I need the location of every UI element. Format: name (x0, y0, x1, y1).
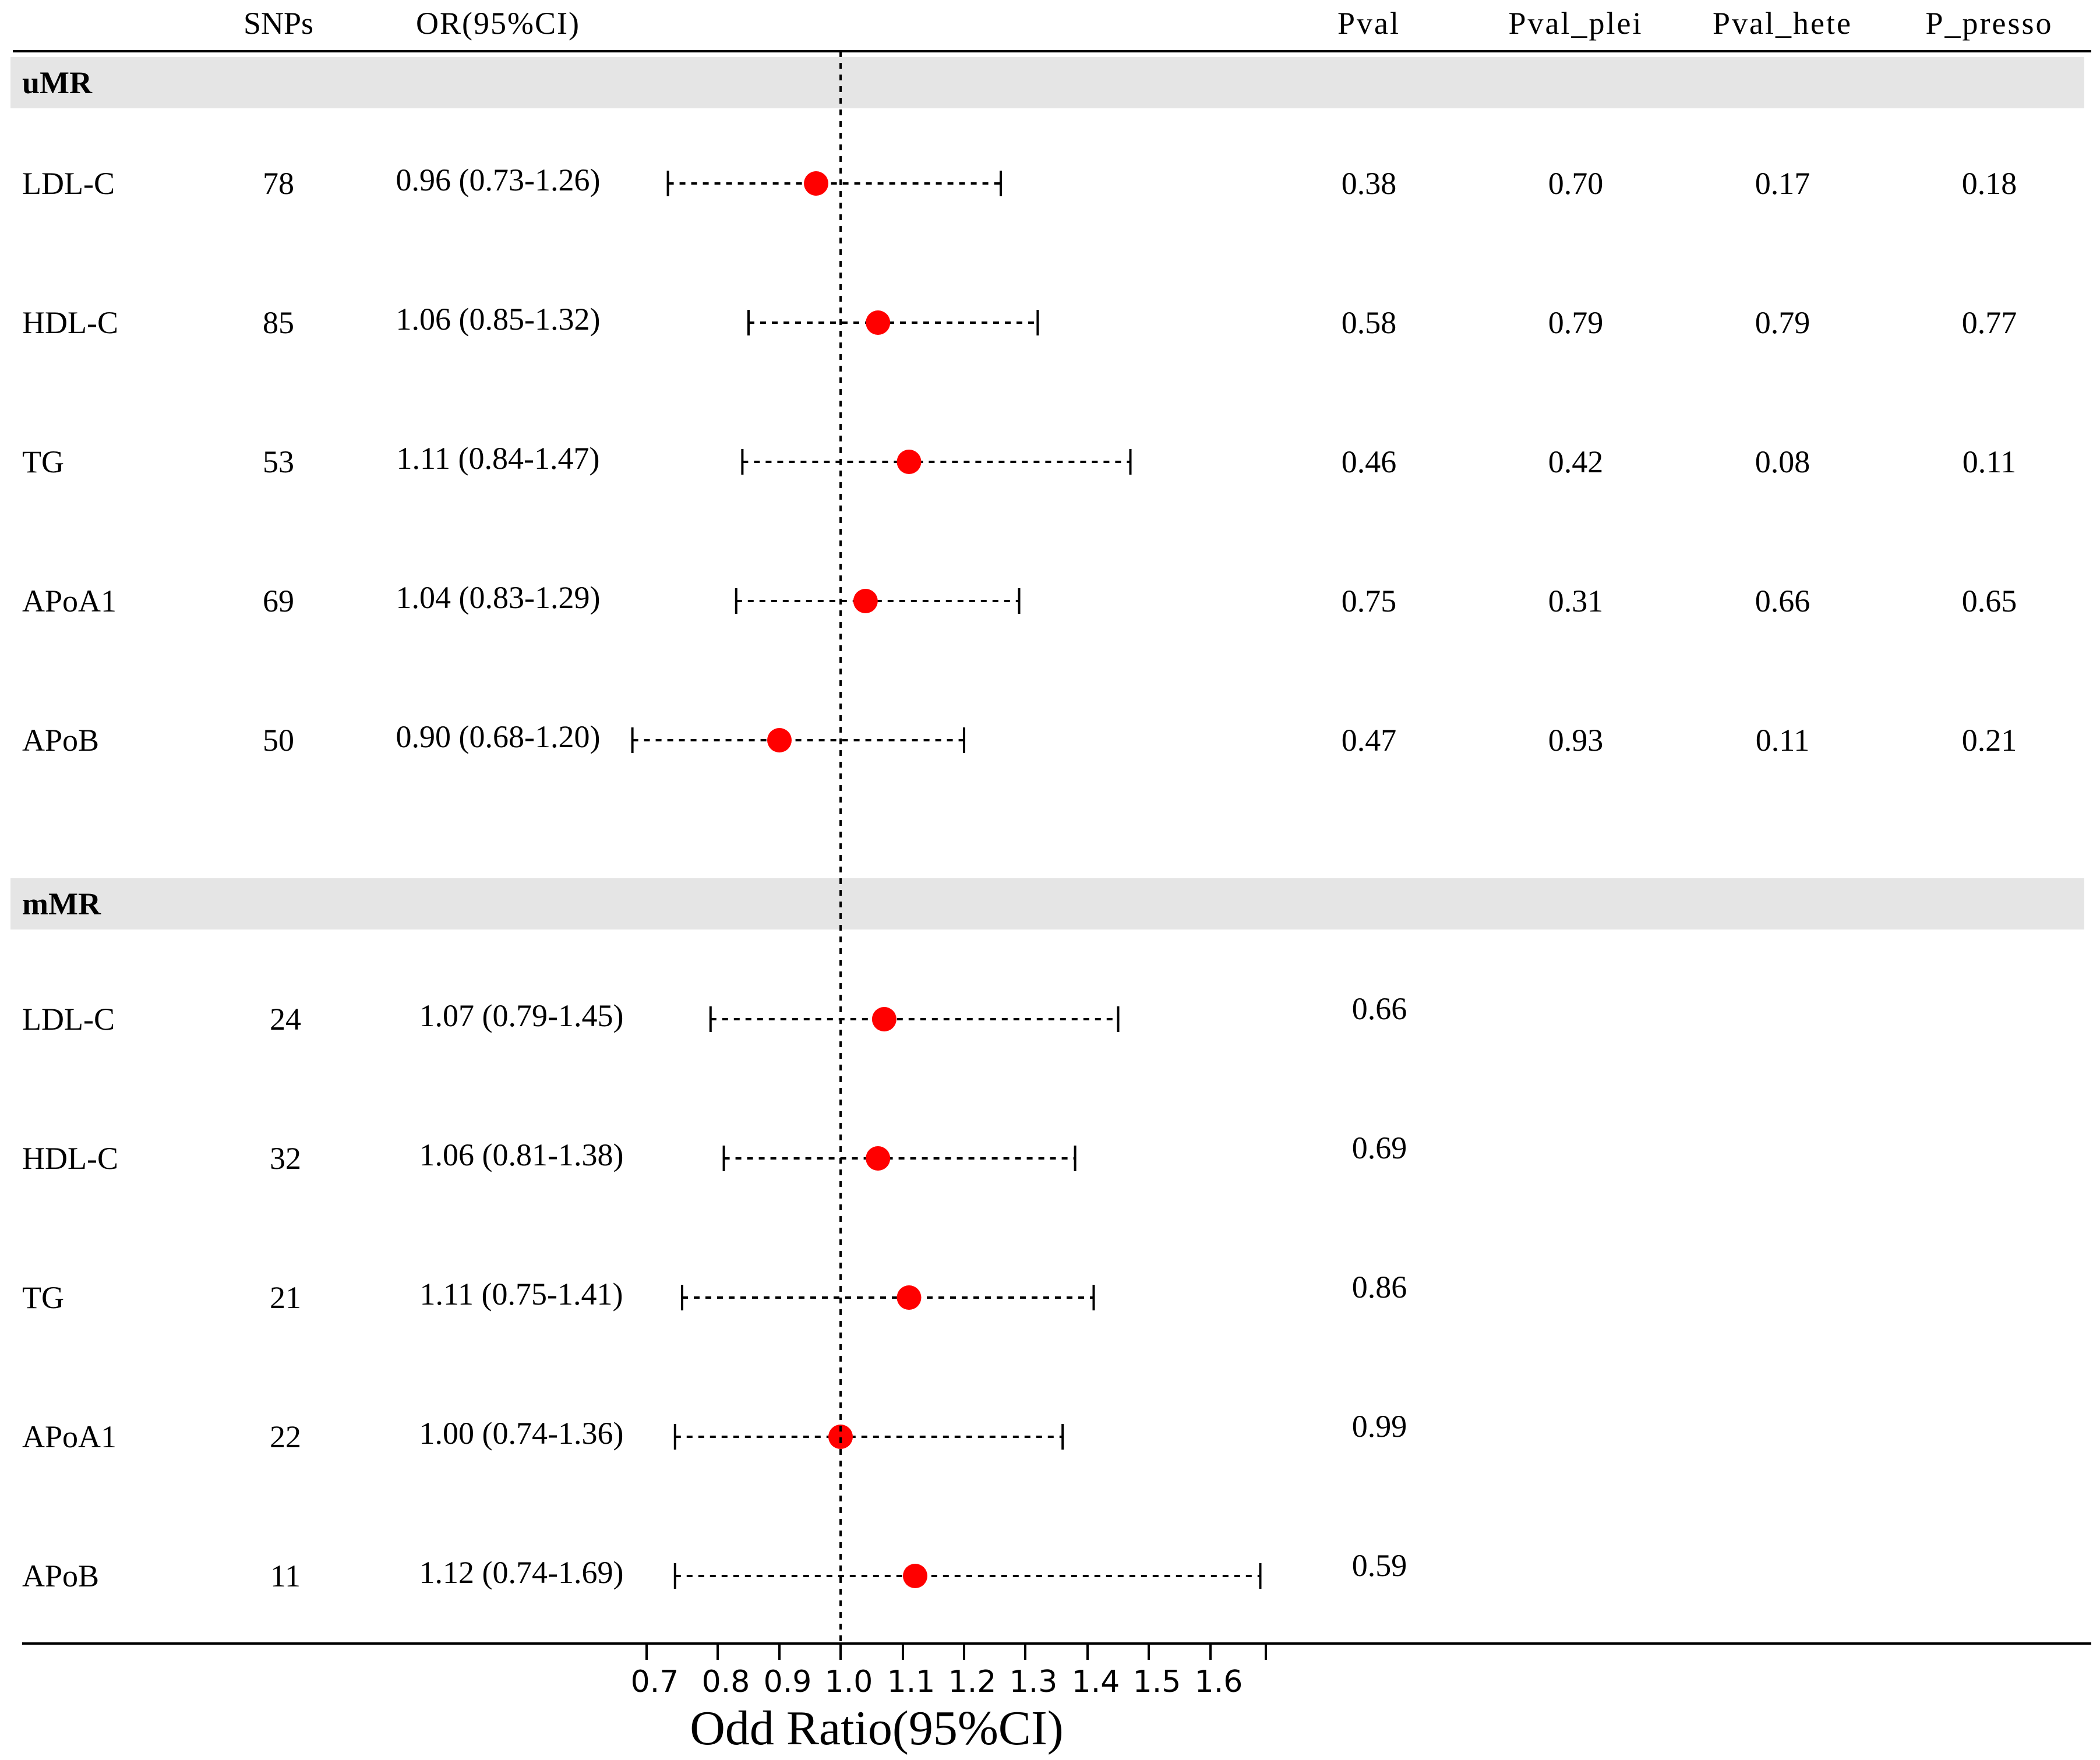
row-label-uMR-APoA1: APoA1 (22, 584, 117, 619)
header-p-presso: P_presso (1925, 6, 2053, 41)
row-pval-plei-uMR-APoB: 0.93 (1548, 723, 1604, 758)
row-snps-uMR-APoB: 50 (263, 723, 294, 758)
point-uMR-HDL-C (866, 310, 891, 335)
row-pval-uMR-TG: 0.46 (1342, 444, 1397, 479)
point-uMR-TG (897, 450, 922, 474)
point-uMR-APoB (767, 728, 792, 752)
row-pval-uMR-LDL-C: 0.38 (1342, 166, 1397, 201)
row-snps-uMR-APoA1: 69 (263, 584, 294, 619)
x-tick-label-0.8: 0.8 (702, 1664, 750, 1699)
row-pval-hete-uMR-APoA1: 0.66 (1755, 584, 1810, 619)
row-label-mMR-LDL-C: LDL-C (22, 1002, 115, 1037)
point-uMR-APoA1 (853, 589, 878, 613)
row-or-text-mMR-TG: 1.11 (0.75-1.41) (420, 1277, 623, 1312)
point-mMR-HDL-C (866, 1146, 891, 1171)
row-pval-hete-uMR-TG: 0.08 (1755, 444, 1810, 479)
row-or-text-mMR-APoB: 1.12 (0.74-1.69) (419, 1555, 624, 1590)
row-or-text-uMR-APoB: 0.90 (0.68-1.20) (396, 719, 601, 754)
row-snps-mMR-APoB: 11 (270, 1558, 301, 1593)
row-pval-hete-uMR-APoB: 0.11 (1756, 723, 1810, 758)
x-tick-label-1.4: 1.4 (1072, 1664, 1120, 1699)
row-p-presso-uMR-HDL-C: 0.77 (1962, 305, 2017, 340)
row-pval-hete-uMR-LDL-C: 0.17 (1755, 166, 1810, 201)
x-tick-label-1.2: 1.2 (948, 1664, 997, 1699)
row-or-text-mMR-HDL-C: 1.06 (0.81-1.38) (419, 1137, 624, 1172)
group-band-mMR (10, 878, 2084, 930)
x-tick-label-0.9: 0.9 (764, 1664, 812, 1699)
group-band-uMR (10, 57, 2084, 108)
row-or-text-uMR-TG: 1.11 (0.84-1.47) (397, 441, 600, 476)
row-snps-mMR-HDL-C: 32 (270, 1141, 301, 1176)
header-snps: SNPs (243, 6, 313, 41)
point-mMR-LDL-C (871, 1007, 897, 1031)
row-pval-mMR-HDL-C: 0.69 (1352, 1130, 1407, 1165)
row-pval-plei-uMR-TG: 0.42 (1548, 444, 1604, 479)
row-or-text-mMR-LDL-C: 1.07 (0.79-1.45) (419, 998, 624, 1033)
row-or-text-mMR-APoA1: 1.00 (0.74-1.36) (419, 1416, 624, 1451)
row-p-presso-uMR-LDL-C: 0.18 (1962, 166, 2017, 201)
x-tick-label-1.5: 1.5 (1133, 1664, 1181, 1699)
row-pval-uMR-APoB: 0.47 (1342, 723, 1397, 758)
row-label-mMR-APoA1: APoA1 (22, 1419, 117, 1454)
x-tick-label-1.1: 1.1 (887, 1664, 936, 1699)
x-tick-label-1.0: 1.0 (825, 1664, 873, 1699)
row-p-presso-uMR-TG: 0.11 (1963, 444, 2017, 479)
row-label-uMR-HDL-C: HDL-C (22, 305, 118, 340)
row-pval-uMR-HDL-C: 0.58 (1342, 305, 1397, 340)
row-p-presso-uMR-APoA1: 0.65 (1962, 584, 2017, 619)
row-pval-mMR-APoA1: 0.99 (1352, 1409, 1407, 1444)
row-snps-uMR-HDL-C: 85 (263, 305, 294, 340)
row-label-uMR-TG: TG (22, 444, 64, 479)
row-snps-uMR-LDL-C: 78 (263, 166, 294, 201)
row-snps-mMR-APoA1: 22 (270, 1419, 301, 1454)
row-snps-uMR-TG: 53 (263, 444, 294, 479)
point-mMR-APoA1 (828, 1425, 853, 1449)
header-pval: Pval (1337, 6, 1400, 41)
row-pval-mMR-LDL-C: 0.66 (1352, 991, 1407, 1026)
x-tick-label-0.7: 0.7 (631, 1664, 679, 1699)
row-pval-hete-uMR-HDL-C: 0.79 (1755, 305, 1810, 340)
row-pval-mMR-TG: 0.86 (1352, 1270, 1407, 1305)
row-pval-uMR-APoA1: 0.75 (1342, 584, 1397, 619)
row-pval-plei-uMR-LDL-C: 0.70 (1548, 166, 1604, 201)
row-label-mMR-APoB: APoB (22, 1558, 99, 1593)
x-tick-label-1.6: 1.6 (1195, 1664, 1243, 1699)
row-label-mMR-TG: TG (22, 1280, 64, 1315)
row-pval-plei-uMR-HDL-C: 0.79 (1548, 305, 1604, 340)
header-pval-plei: Pval_plei (1509, 6, 1643, 41)
row-label-mMR-HDL-C: HDL-C (22, 1141, 118, 1176)
x-axis-title: Odd Ratio(95%CI) (690, 1701, 1064, 1755)
row-pval-plei-uMR-APoA1: 0.31 (1548, 584, 1604, 619)
row-label-uMR-LDL-C: LDL-C (22, 166, 115, 201)
row-or-text-uMR-LDL-C: 0.96 (0.73-1.26) (396, 162, 601, 197)
group-label-mMR: mMR (22, 886, 101, 921)
row-pval-mMR-APoB: 0.59 (1352, 1548, 1407, 1583)
row-or-text-uMR-APoA1: 1.04 (0.83-1.29) (396, 580, 601, 615)
header-pval-hete: Pval_hete (1713, 6, 1852, 41)
row-label-uMR-APoB: APoB (22, 723, 99, 758)
point-mMR-TG (897, 1285, 922, 1310)
row-p-presso-uMR-APoB: 0.21 (1962, 723, 2017, 758)
header-or-ci: OR(95%CI) (416, 6, 580, 41)
row-or-text-uMR-HDL-C: 1.06 (0.85-1.32) (396, 302, 601, 337)
x-tick-label-1.3: 1.3 (1010, 1664, 1058, 1699)
group-label-uMR: uMR (22, 65, 93, 100)
row-snps-mMR-TG: 21 (270, 1280, 301, 1315)
point-mMR-APoB (903, 1564, 927, 1588)
point-uMR-LDL-C (804, 171, 828, 196)
row-snps-mMR-LDL-C: 24 (270, 1002, 301, 1037)
